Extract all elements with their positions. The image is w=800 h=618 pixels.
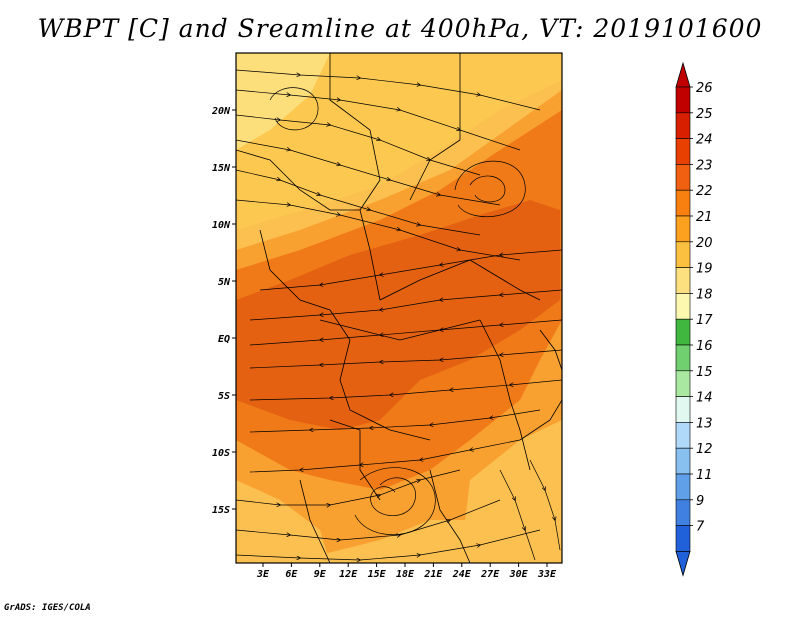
streamline: [249, 349, 562, 369]
colorbar-swatch: [675, 138, 691, 165]
temperature-field: [236, 53, 562, 563]
lat-label: 10N: [212, 220, 231, 231]
colorbar-swatch: [675, 215, 691, 243]
border-line: [519, 399, 562, 441]
colorbar-label: 22: [696, 184, 713, 199]
grads-credit: GrADS: IGES/COLA: [4, 603, 91, 613]
colorbar-swatch: [675, 267, 691, 294]
lon-label: 12E: [339, 569, 358, 580]
colorbar-label: 15: [696, 365, 713, 380]
streamline: [249, 379, 562, 401]
streamline-vortex: [354, 467, 436, 535]
colorbar-label: 11: [696, 468, 713, 483]
colorbar-label: 9: [696, 494, 704, 509]
colorbar-swatch: [675, 86, 691, 114]
lon-label: 24E: [452, 569, 472, 580]
longitude-axis: 3E 6E 9E 12E 15E 18E 21E 24E 27E 30E 33E: [256, 563, 557, 580]
colorbar-label: 18: [696, 287, 713, 302]
streamline-vortex: [454, 160, 526, 218]
latitude-axis: 20N 15N 10N 5N EQ 5S 10S 15S: [211, 106, 236, 516]
streamline: [259, 249, 562, 291]
colorbar-label: 20: [696, 236, 713, 251]
streamline: [236, 529, 541, 560]
streamline: [249, 319, 562, 346]
colorbar: 26 25 24 23 22 21 20 19 18 17 16 15 14 13 12 11 9 7: [675, 61, 713, 577]
lat-label: 20N: [211, 106, 231, 117]
streamline: [236, 469, 461, 505]
lat-label: EQ: [218, 334, 230, 345]
streamline: [236, 89, 521, 151]
lon-label: 18E: [396, 569, 415, 580]
lon-label: 3E: [256, 569, 270, 580]
colorbar-swatch: [675, 473, 691, 501]
lat-label: 10S: [212, 448, 230, 459]
streamline: [236, 139, 501, 206]
colorbar-swatch: [675, 164, 691, 191]
streamlines: [236, 69, 562, 561]
lon-label: 27E: [480, 569, 500, 580]
lon-label: 30E: [509, 569, 529, 580]
streamline: [236, 199, 521, 261]
colorbar-swatch: [675, 447, 691, 475]
colorbar-bottom-arrow: [675, 551, 691, 577]
colorbar-label: 26: [696, 81, 713, 96]
colorbar-label: 23: [696, 158, 713, 173]
colorbar-label: 7: [696, 520, 705, 535]
streamline-vortex: [370, 477, 416, 517]
streamline-vortex: [469, 175, 506, 203]
colorbar-swatch: [675, 318, 691, 346]
field-cool-southwest: [236, 480, 330, 563]
colorbar-swatch: [675, 344, 691, 372]
colorbar-swatch: [675, 189, 691, 217]
plot-frame: [235, 52, 563, 564]
map-title: WBPT [C] and Sreamline at 400hPa, VT: 20…: [37, 14, 763, 43]
lon-label: 15E: [368, 569, 387, 580]
colorbar-swatch: [675, 525, 691, 552]
lon-label: 21E: [423, 569, 443, 580]
colorbar-top-arrow: [675, 61, 691, 88]
colorbar-swatch: [675, 422, 691, 449]
streamline: [236, 499, 501, 540]
border-line: [539, 329, 562, 371]
streamline-vortex: [269, 87, 319, 131]
colorbar-swatch: [675, 112, 691, 139]
lon-label: 9E: [314, 569, 327, 580]
colorbar-swatch: [675, 396, 691, 423]
colorbar-label: 12: [696, 442, 713, 457]
colorbar-label: 24: [696, 133, 713, 148]
colorbar-swatch: [675, 370, 691, 397]
lat-label: 5N: [218, 277, 231, 288]
colorbar-label: 16: [696, 339, 713, 354]
streamline: [249, 289, 562, 321]
colorbar-label: 19: [696, 262, 713, 277]
streamline: [249, 439, 521, 473]
lat-label: 15N: [212, 163, 231, 174]
lon-label: 33E: [537, 569, 557, 580]
streamline: [529, 459, 561, 551]
colorbar-swatch: [675, 499, 691, 526]
colorbar-label: 25: [696, 107, 713, 122]
colorbar-label: 14: [696, 391, 713, 406]
streamline: [249, 409, 541, 433]
lon-label: 6E: [285, 569, 298, 580]
colorbar-label: 13: [696, 416, 713, 431]
colorbar-label: 21: [696, 210, 713, 225]
streamline: [236, 69, 541, 111]
colorbar-swatch: [675, 293, 691, 320]
colorbar-swatch: [675, 241, 691, 268]
lat-label: 5S: [218, 391, 230, 402]
colorbar-label: 17: [696, 313, 713, 328]
border-line: [259, 229, 351, 341]
streamline: [499, 469, 536, 561]
lat-label: 15S: [212, 505, 230, 516]
